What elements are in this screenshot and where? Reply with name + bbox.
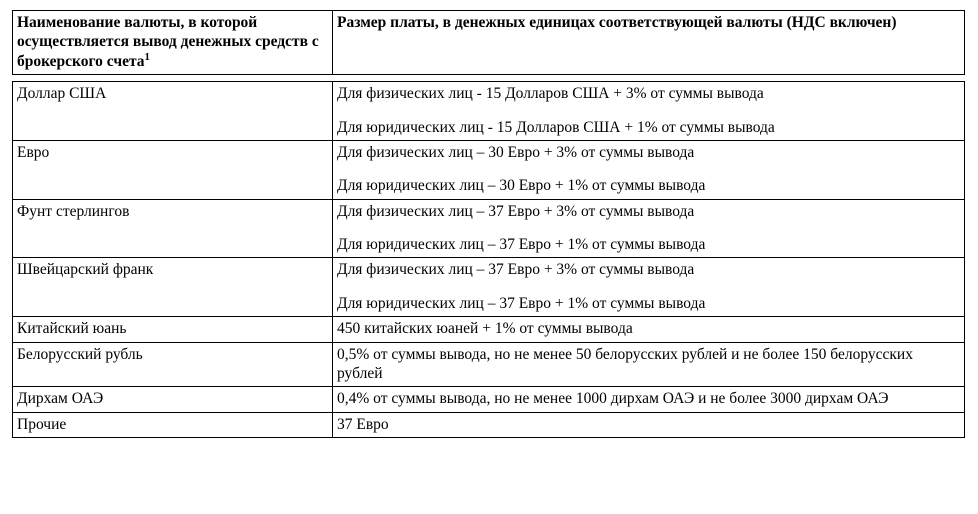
table-row: Белорусский рубль0,5% от суммы вывода, н… <box>13 342 965 387</box>
cell-currency: Белорусский рубль <box>13 342 333 387</box>
fees-table: Наименование валюты, в которой осуществл… <box>12 10 965 438</box>
cell-currency: Доллар США <box>13 82 333 141</box>
table-row: ЕвроДля физических лиц – 30 Евро + 3% от… <box>13 140 965 199</box>
table-row: Дирхам ОАЭ0,4% от суммы вывода, но не ме… <box>13 387 965 412</box>
fee-line-legal: Для юридических лиц - 15 Долларов США + … <box>337 119 775 136</box>
fee-line-legal: Для юридических лиц – 30 Евро + 1% от су… <box>337 177 705 194</box>
cell-currency: Прочие <box>13 412 333 437</box>
fee-line-legal: Для юридических лиц – 37 Евро + 1% от су… <box>337 236 705 253</box>
table-row: Доллар СШАДля физических лиц - 15 Доллар… <box>13 82 965 141</box>
table-row: Швейцарский франкДля физических лиц – 37… <box>13 258 965 317</box>
cell-fee: Для физических лиц – 37 Евро + 3% от сум… <box>333 199 965 258</box>
fee-line-individual: Для физических лиц – 37 Евро + 3% от сум… <box>337 202 960 221</box>
cell-fee: 450 китайских юаней + 1% от суммы вывода <box>333 317 965 342</box>
cell-currency: Евро <box>13 140 333 199</box>
table-row: Прочие37 Евро <box>13 412 965 437</box>
table-body: Доллар СШАДля физических лиц - 15 Доллар… <box>13 75 965 438</box>
cell-currency: Швейцарский франк <box>13 258 333 317</box>
cell-fee: Для физических лиц – 37 Евро + 3% от сум… <box>333 258 965 317</box>
cell-fee: Для физических лиц – 30 Евро + 3% от сум… <box>333 140 965 199</box>
cell-fee: 37 Евро <box>333 412 965 437</box>
table-row: Фунт стерлинговДля физических лиц – 37 Е… <box>13 199 965 258</box>
fee-line-individual: Для физических лиц – 30 Евро + 3% от сум… <box>337 143 960 162</box>
cell-fee: Для физических лиц - 15 Долларов США + 3… <box>333 82 965 141</box>
fee-line-individual: Для физических лиц – 37 Евро + 3% от сум… <box>337 260 960 279</box>
header-currency: Наименование валюты, в которой осуществл… <box>13 11 333 75</box>
header-fee: Размер платы, в денежных единицах соотве… <box>333 11 965 75</box>
table-row: Китайский юань450 китайских юаней + 1% о… <box>13 317 965 342</box>
cell-currency: Дирхам ОАЭ <box>13 387 333 412</box>
table-gap-row <box>13 75 965 82</box>
header-currency-sup: 1 <box>145 51 150 63</box>
fee-line-legal: Для юридических лиц – 37 Евро + 1% от су… <box>337 295 705 312</box>
cell-fee: 0,4% от суммы вывода, но не менее 1000 д… <box>333 387 965 412</box>
cell-currency: Китайский юань <box>13 317 333 342</box>
cell-currency: Фунт стерлингов <box>13 199 333 258</box>
table-header-row: Наименование валюты, в которой осуществл… <box>13 11 965 75</box>
cell-fee: 0,5% от суммы вывода, но не менее 50 бел… <box>333 342 965 387</box>
header-currency-text: Наименование валюты, в которой осуществл… <box>17 14 319 70</box>
fee-line-individual: Для физических лиц - 15 Долларов США + 3… <box>337 84 960 103</box>
